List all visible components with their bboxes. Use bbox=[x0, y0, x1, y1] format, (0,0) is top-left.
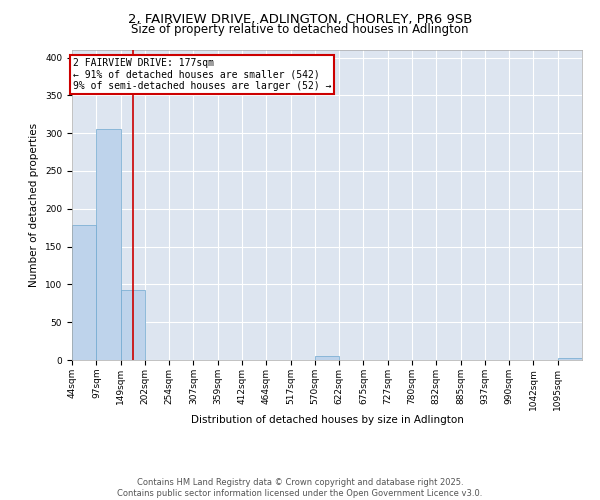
Bar bbox=[315, 356, 339, 360]
Text: Contains HM Land Registry data © Crown copyright and database right 2025.
Contai: Contains HM Land Registry data © Crown c… bbox=[118, 478, 482, 498]
Bar bbox=[557, 358, 582, 360]
Y-axis label: Number of detached properties: Number of detached properties bbox=[29, 123, 40, 287]
Text: 2, FAIRVIEW DRIVE, ADLINGTON, CHORLEY, PR6 9SB: 2, FAIRVIEW DRIVE, ADLINGTON, CHORLEY, P… bbox=[128, 12, 472, 26]
Bar bbox=[72, 226, 97, 360]
Bar bbox=[121, 290, 145, 360]
Text: 2 FAIRVIEW DRIVE: 177sqm
← 91% of detached houses are smaller (542)
9% of semi-d: 2 FAIRVIEW DRIVE: 177sqm ← 91% of detach… bbox=[73, 58, 331, 91]
Bar bbox=[97, 130, 121, 360]
Text: Size of property relative to detached houses in Adlington: Size of property relative to detached ho… bbox=[131, 22, 469, 36]
X-axis label: Distribution of detached houses by size in Adlington: Distribution of detached houses by size … bbox=[191, 416, 463, 426]
